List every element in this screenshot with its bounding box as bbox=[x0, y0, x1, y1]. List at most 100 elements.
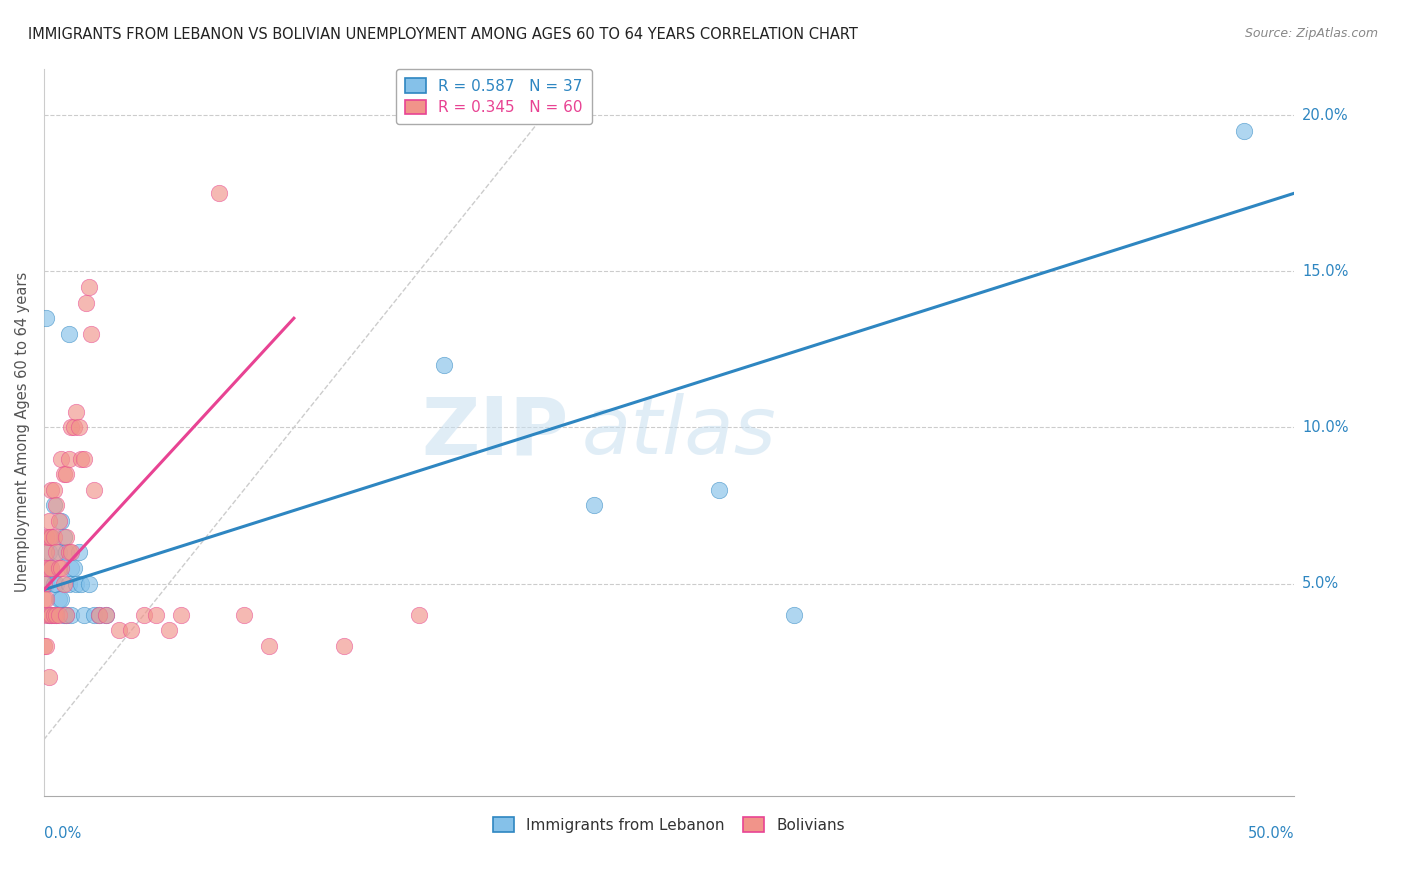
Text: ZIP: ZIP bbox=[422, 393, 569, 471]
Point bbox=[73, 607, 96, 622]
Point bbox=[83, 607, 105, 622]
Point bbox=[41, 561, 63, 575]
Point bbox=[38, 670, 60, 684]
Point bbox=[38, 607, 60, 622]
Point bbox=[45, 576, 67, 591]
Point bbox=[41, 530, 63, 544]
Point bbox=[63, 561, 86, 575]
Point bbox=[257, 639, 280, 653]
Point bbox=[707, 483, 730, 497]
Point bbox=[60, 545, 83, 559]
Point bbox=[32, 592, 55, 607]
Point bbox=[51, 592, 73, 607]
Point bbox=[70, 576, 93, 591]
Point bbox=[52, 467, 75, 482]
Point bbox=[65, 405, 87, 419]
Text: 50.0%: 50.0% bbox=[1247, 826, 1294, 841]
Point bbox=[145, 607, 167, 622]
Point bbox=[35, 311, 58, 326]
Point bbox=[35, 545, 58, 559]
Point bbox=[65, 576, 87, 591]
Point bbox=[120, 624, 142, 638]
Point bbox=[170, 607, 193, 622]
Point bbox=[51, 561, 73, 575]
Point bbox=[55, 607, 77, 622]
Point bbox=[333, 639, 356, 653]
Point bbox=[58, 576, 80, 591]
Point bbox=[38, 514, 60, 528]
Point bbox=[45, 545, 67, 559]
Point bbox=[42, 530, 65, 544]
Point bbox=[35, 561, 58, 575]
Point bbox=[48, 561, 70, 575]
Point bbox=[41, 607, 63, 622]
Point bbox=[42, 576, 65, 591]
Point bbox=[35, 530, 58, 544]
Point bbox=[35, 576, 58, 591]
Point bbox=[52, 576, 75, 591]
Point bbox=[87, 607, 110, 622]
Point bbox=[433, 358, 456, 372]
Point bbox=[51, 451, 73, 466]
Point bbox=[77, 576, 100, 591]
Point bbox=[232, 607, 254, 622]
Point bbox=[41, 483, 63, 497]
Point bbox=[783, 607, 806, 622]
Point bbox=[41, 607, 63, 622]
Point bbox=[48, 592, 70, 607]
Point bbox=[45, 607, 67, 622]
Point bbox=[45, 499, 67, 513]
Point bbox=[208, 186, 231, 201]
Point bbox=[41, 530, 63, 544]
Text: 20.0%: 20.0% bbox=[1302, 108, 1348, 123]
Point bbox=[32, 576, 55, 591]
Text: 0.0%: 0.0% bbox=[44, 826, 82, 841]
Point bbox=[70, 451, 93, 466]
Point bbox=[55, 607, 77, 622]
Point bbox=[67, 545, 90, 559]
Point bbox=[52, 607, 75, 622]
Point bbox=[96, 607, 118, 622]
Point bbox=[67, 420, 90, 434]
Point bbox=[42, 499, 65, 513]
Point bbox=[73, 451, 96, 466]
Point bbox=[96, 607, 118, 622]
Point bbox=[55, 530, 77, 544]
Point bbox=[58, 545, 80, 559]
Point bbox=[1233, 124, 1256, 138]
Point bbox=[38, 561, 60, 575]
Point bbox=[52, 530, 75, 544]
Point bbox=[83, 483, 105, 497]
Point bbox=[582, 499, 605, 513]
Point bbox=[77, 280, 100, 294]
Point bbox=[80, 326, 103, 341]
Point bbox=[51, 514, 73, 528]
Point bbox=[60, 420, 83, 434]
Text: atlas: atlas bbox=[581, 393, 776, 471]
Text: 10.0%: 10.0% bbox=[1302, 420, 1348, 435]
Point bbox=[42, 483, 65, 497]
Point bbox=[32, 607, 55, 622]
Text: 5.0%: 5.0% bbox=[1302, 576, 1340, 591]
Text: IMMIGRANTS FROM LEBANON VS BOLIVIAN UNEMPLOYMENT AMONG AGES 60 TO 64 YEARS CORRE: IMMIGRANTS FROM LEBANON VS BOLIVIAN UNEM… bbox=[28, 27, 858, 42]
Y-axis label: Unemployment Among Ages 60 to 64 years: Unemployment Among Ages 60 to 64 years bbox=[15, 272, 30, 592]
Text: 15.0%: 15.0% bbox=[1302, 264, 1348, 279]
Point bbox=[55, 467, 77, 482]
Point bbox=[38, 545, 60, 559]
Point bbox=[41, 561, 63, 575]
Point bbox=[42, 607, 65, 622]
Point bbox=[48, 607, 70, 622]
Point bbox=[55, 545, 77, 559]
Point bbox=[75, 295, 97, 310]
Point bbox=[87, 607, 110, 622]
Point bbox=[408, 607, 430, 622]
Point bbox=[63, 420, 86, 434]
Point bbox=[60, 561, 83, 575]
Point bbox=[132, 607, 155, 622]
Point bbox=[32, 639, 55, 653]
Point bbox=[108, 624, 131, 638]
Point bbox=[58, 326, 80, 341]
Point bbox=[60, 607, 83, 622]
Point bbox=[48, 545, 70, 559]
Point bbox=[35, 592, 58, 607]
